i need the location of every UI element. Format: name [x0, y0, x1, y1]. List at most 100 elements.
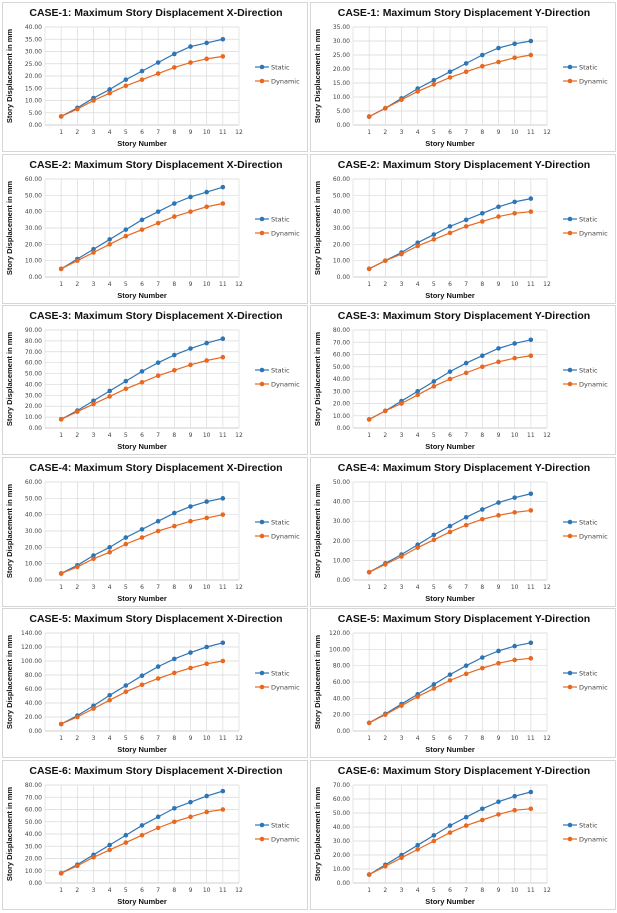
data-point-static: [204, 498, 209, 504]
x-tick-label: 5: [432, 735, 436, 742]
y-tick-label: 60.00: [25, 479, 42, 486]
y-tick-label: 10.00: [333, 257, 350, 264]
data-point-static: [447, 223, 453, 229]
legend-marker-static: [259, 670, 265, 676]
legend-label: Dynamic: [579, 683, 608, 691]
y-tick-label: 60.00: [25, 176, 42, 183]
x-tick-label: 1: [59, 281, 63, 288]
line-chart: CASE-4: Maximum Story Displacement Y-Dir…: [313, 462, 608, 603]
data-point-dynamic: [58, 416, 64, 422]
y-tick-label: 50.00: [25, 192, 42, 199]
x-axis-label: Story Number: [425, 291, 475, 300]
x-tick-label: 9: [497, 281, 501, 288]
x-tick-label: 2: [75, 281, 79, 288]
legend-marker-static: [259, 64, 265, 70]
y-axis-label: Story Displacement in mm: [5, 483, 14, 578]
y-tick-label: 50.00: [25, 495, 42, 502]
legend-label: Static: [579, 366, 598, 374]
data-point-static: [463, 663, 469, 668]
legend-marker-dynamic: [259, 230, 265, 235]
data-point-dynamic: [220, 806, 226, 812]
chart-title: CASE-2: Maximum Story Displacement X-Dir…: [29, 159, 282, 171]
x-tick-label: 1: [367, 887, 371, 894]
y-tick-label: 0.00: [337, 728, 351, 735]
x-tick-label: 4: [416, 887, 420, 894]
legend-label: Static: [579, 518, 598, 526]
x-tick-label: 2: [383, 584, 387, 591]
x-axis-label: Story Number: [117, 745, 167, 754]
data-point-static: [447, 369, 453, 374]
data-point-dynamic: [58, 721, 64, 727]
legend-label: Dynamic: [579, 229, 608, 237]
data-point-dynamic: [188, 362, 193, 368]
data-point-dynamic: [447, 529, 453, 534]
data-point-static: [496, 346, 501, 351]
data-point-dynamic: [107, 90, 112, 96]
legend-marker-dynamic: [259, 78, 265, 84]
x-tick-label: 9: [497, 129, 501, 136]
x-tick-label: 2: [383, 129, 387, 136]
x-tick-label: 10: [203, 735, 211, 742]
data-point-static: [91, 398, 96, 404]
x-tick-label: 1: [59, 129, 63, 136]
x-axis-label: Story Number: [425, 139, 475, 148]
data-point-dynamic: [204, 515, 209, 520]
data-point-static: [480, 52, 485, 58]
x-tick-label: 10: [203, 432, 211, 439]
y-tick-label: 40.00: [333, 376, 350, 383]
x-tick-label: 6: [448, 129, 452, 136]
x-tick-label: 6: [448, 281, 452, 288]
y-tick-label: 60.00: [333, 796, 350, 803]
x-tick-label: 6: [448, 735, 452, 742]
x-tick-label: 1: [367, 735, 371, 742]
chart-panel: CASE-2: Maximum Story Displacement Y-Dir…: [310, 153, 616, 304]
data-point-dynamic: [58, 114, 64, 119]
data-point-static: [512, 793, 517, 798]
data-point-dynamic: [447, 678, 453, 683]
data-point-dynamic: [383, 257, 388, 263]
y-tick-label: 30.00: [333, 518, 350, 525]
legend-label: Static: [271, 518, 290, 526]
chart-title: CASE-6: Maximum Story Displacement Y-Dir…: [338, 765, 590, 777]
x-tick-label: 6: [140, 887, 144, 894]
data-point-static: [415, 842, 420, 847]
data-point-static: [204, 644, 209, 650]
y-tick-label: 5.00: [337, 108, 351, 115]
data-point-static: [188, 799, 193, 804]
data-point-dynamic: [155, 220, 161, 225]
data-point-static: [415, 239, 420, 245]
y-tick-label: 40.00: [25, 24, 42, 31]
data-point-dynamic: [107, 697, 112, 703]
x-tick-label: 4: [108, 129, 112, 136]
y-tick-label: 30.00: [333, 38, 350, 45]
legend-marker-static: [567, 519, 573, 524]
data-point-dynamic: [107, 847, 112, 852]
x-tick-label: 11: [527, 432, 535, 439]
y-tick-label: 15.00: [25, 85, 42, 92]
y-tick-label: 50.00: [333, 192, 350, 199]
x-tick-label: 8: [480, 584, 484, 591]
data-point-dynamic: [75, 106, 80, 112]
legend-marker-dynamic: [259, 684, 265, 690]
data-point-dynamic: [431, 82, 437, 87]
x-tick-label: 1: [367, 281, 371, 288]
legend-marker-dynamic: [259, 836, 265, 841]
y-tick-label: 120.00: [21, 644, 42, 651]
data-point-dynamic: [528, 52, 534, 58]
data-point-static: [480, 655, 485, 660]
data-point-dynamic: [496, 811, 501, 817]
data-point-dynamic: [366, 720, 372, 726]
legend-label: Static: [271, 669, 290, 677]
data-point-static: [431, 231, 437, 237]
y-tick-label: 100.00: [329, 646, 350, 653]
data-point-dynamic: [496, 660, 501, 666]
chart-panel: CASE-5: Maximum Story Displacement Y-Dir…: [310, 608, 616, 758]
x-tick-label: 12: [235, 432, 243, 439]
data-point-dynamic: [188, 814, 193, 819]
data-point-dynamic: [155, 825, 161, 830]
y-tick-label: 10.00: [25, 257, 42, 264]
data-point-static: [107, 544, 112, 550]
y-axis-label: Story Displacement in mm: [5, 180, 14, 275]
data-point-dynamic: [496, 512, 501, 518]
data-point-static: [220, 495, 226, 501]
